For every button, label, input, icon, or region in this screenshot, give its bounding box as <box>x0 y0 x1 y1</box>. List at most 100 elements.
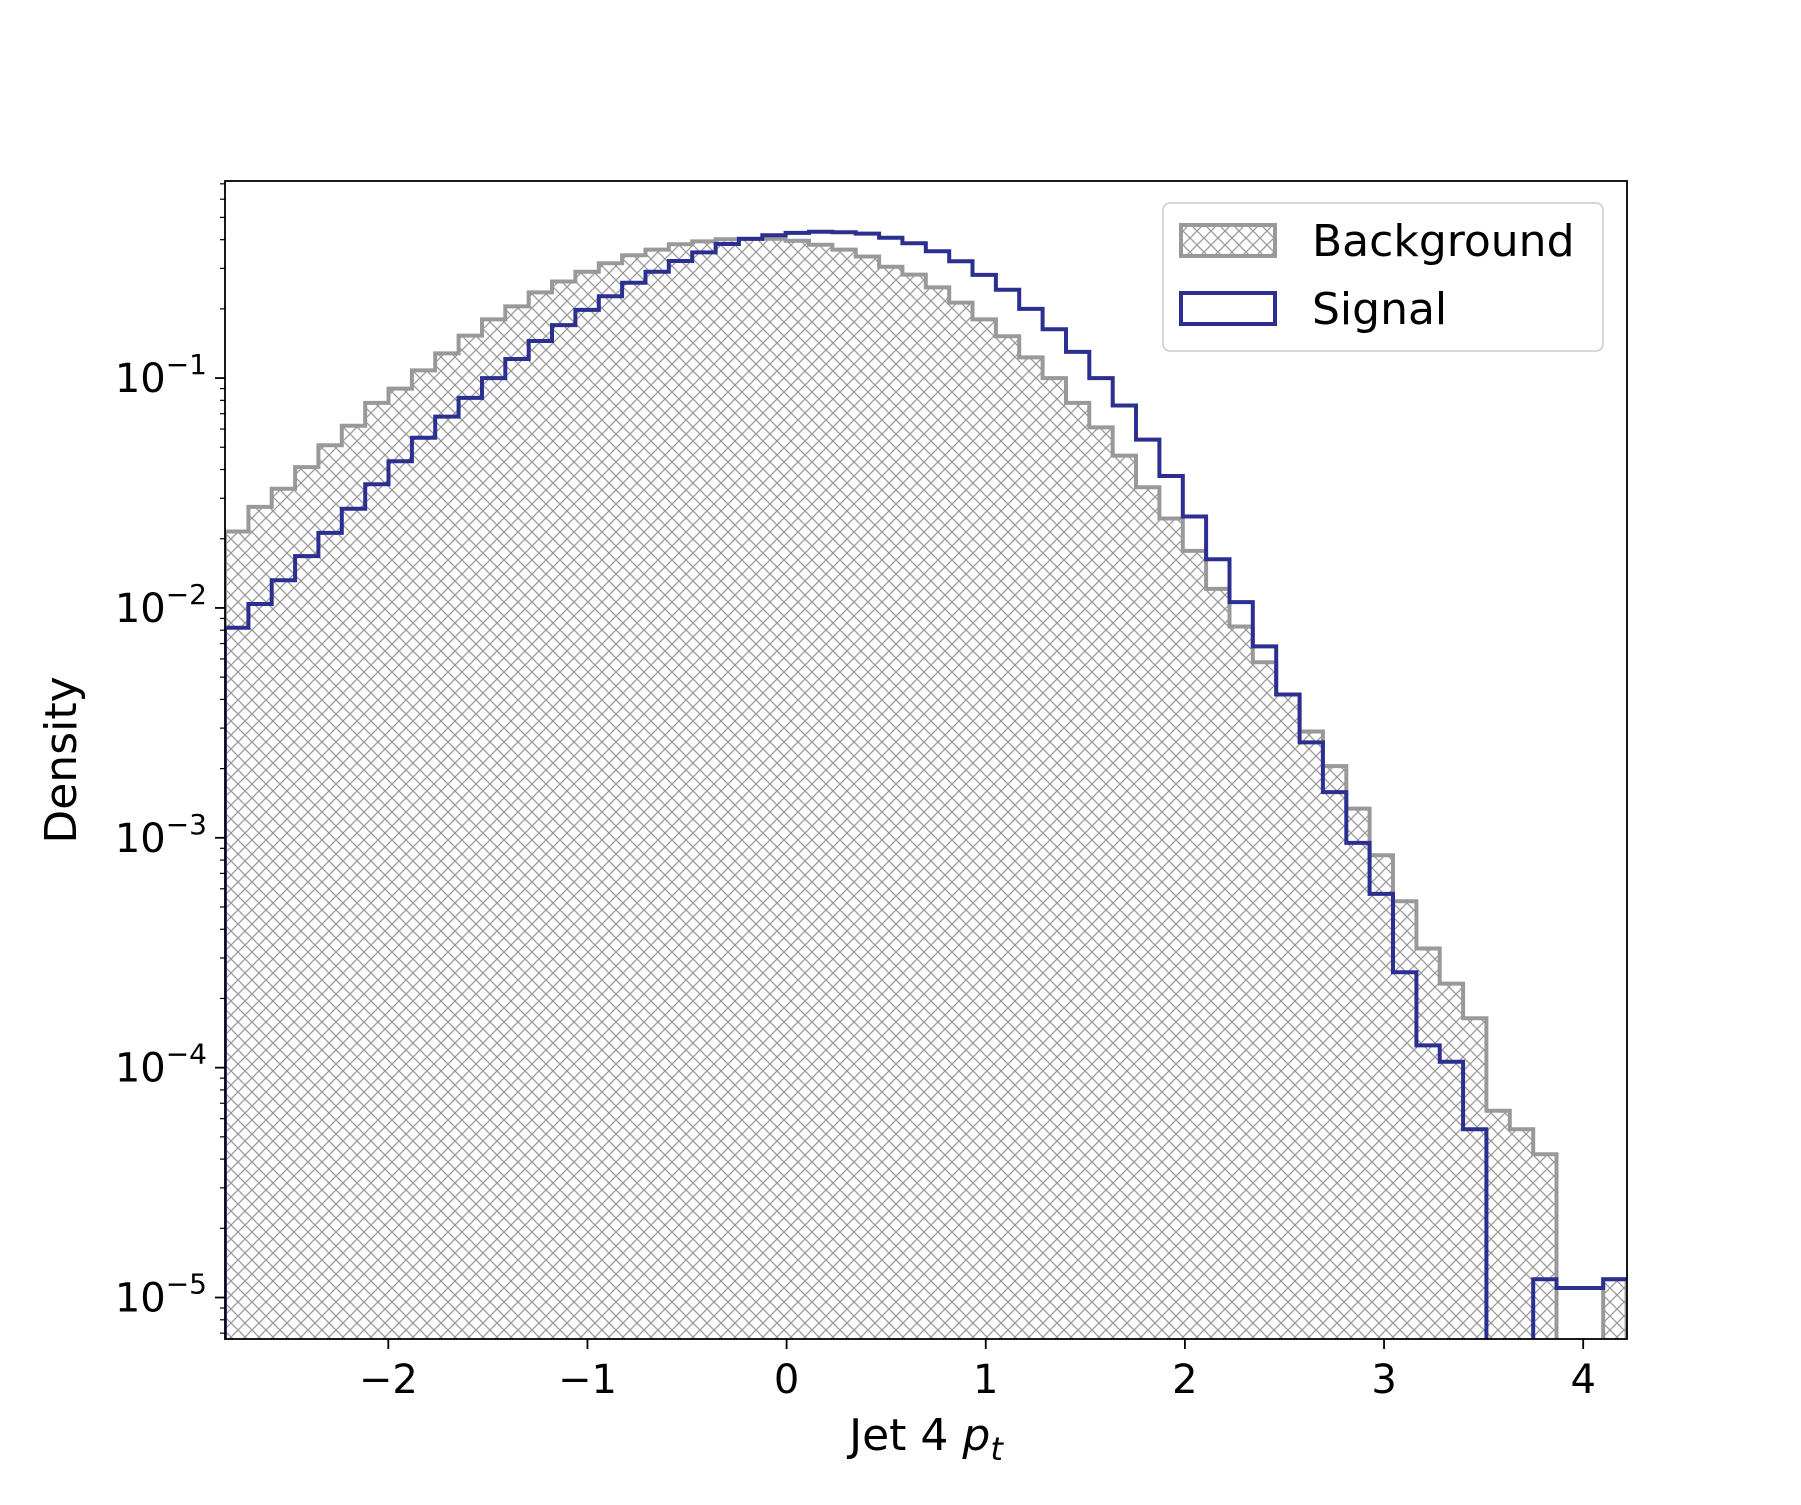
signal-bin <box>1557 1288 1580 1290</box>
signal-bin <box>575 310 598 312</box>
y-axis: 10−1 10−2 10−3 10−4 10−5 <box>115 183 225 1334</box>
x-tick-label: −2 <box>359 1357 418 1403</box>
background-bin <box>1253 662 1276 664</box>
background-bin <box>1043 378 1066 380</box>
background-bin <box>1089 427 1112 429</box>
signal-bin <box>1230 602 1253 604</box>
signal-bin <box>459 398 482 400</box>
signal-bin <box>272 580 295 582</box>
x-tick-label: 0 <box>774 1357 799 1403</box>
signal-bin <box>1346 843 1369 845</box>
background-bin <box>786 241 809 243</box>
background-bin <box>1300 732 1323 734</box>
background-bin <box>505 306 528 308</box>
x-tick-label: 2 <box>1172 1357 1197 1403</box>
signal-bin <box>1276 695 1299 697</box>
signal-bin <box>739 239 762 241</box>
legend: Background Signal <box>1162 202 1604 352</box>
signal-bin <box>1159 476 1182 478</box>
background-bin <box>225 532 248 534</box>
background-histogram <box>225 236 1627 1339</box>
x-tick-label: 3 <box>1371 1357 1396 1403</box>
signal-bin <box>1370 894 1393 896</box>
x-tick-label: 4 <box>1570 1357 1595 1403</box>
background-bin <box>552 282 575 284</box>
signal-bin <box>318 533 341 535</box>
background-bin <box>1206 589 1229 591</box>
signal-bin <box>646 272 669 274</box>
signal-bin <box>342 509 365 511</box>
signal-bin <box>1393 972 1416 974</box>
background-bin <box>1183 551 1206 553</box>
x-axis: −2 −1 0 1 2 3 4 <box>359 1339 1596 1403</box>
background-bin <box>1019 357 1042 359</box>
x-tick-label: −1 <box>558 1357 617 1403</box>
signal-bin <box>248 604 271 606</box>
background-bin <box>1533 1154 1556 1156</box>
signal-bin <box>225 628 248 630</box>
signal-bin <box>1416 1045 1439 1047</box>
signal-bin <box>949 261 972 263</box>
signal-bin <box>1463 1129 1486 1131</box>
background-bin <box>832 250 855 252</box>
signal-bin <box>622 283 645 285</box>
x-tick-label: 1 <box>973 1357 998 1403</box>
background-bin <box>1230 627 1253 629</box>
background-bin <box>1136 487 1159 489</box>
signal-bin <box>435 417 458 419</box>
background-bin <box>1416 949 1439 951</box>
signal-bin <box>1089 378 1112 380</box>
signal-bin <box>529 341 552 343</box>
signal-bin <box>552 325 575 327</box>
signal-bin <box>295 556 318 558</box>
signal-bin <box>669 261 692 263</box>
background-bin <box>1346 809 1369 811</box>
y-tick-label: 10−2 <box>115 578 207 632</box>
background-bin <box>902 275 925 277</box>
signal-bin <box>973 275 996 277</box>
signal-bin <box>762 235 785 237</box>
signal-bin <box>926 251 949 253</box>
background-bin <box>996 336 1019 338</box>
background-bin <box>1113 456 1136 458</box>
signal-bin <box>1440 1062 1463 1064</box>
signal-bin <box>832 232 855 234</box>
background-bin <box>809 245 832 247</box>
legend-label-signal: Signal <box>1312 284 1447 335</box>
signal-bin <box>879 238 902 240</box>
legend-swatch-signal <box>1179 291 1277 326</box>
signal-bin <box>482 378 505 380</box>
background-bin <box>1323 766 1346 768</box>
background-bin <box>973 319 996 321</box>
signal-bin <box>856 234 879 236</box>
signal-bin <box>1603 1279 1626 1281</box>
signal-bin <box>365 484 388 486</box>
background-bin <box>599 263 622 265</box>
signal-step-outline <box>225 229 1627 1339</box>
signal-bin <box>902 243 925 245</box>
signal-bin <box>1019 309 1042 311</box>
background-bin <box>248 507 271 509</box>
signal-bin <box>505 359 528 361</box>
background-bin <box>1066 403 1089 405</box>
signal-bin <box>1253 646 1276 648</box>
background-hatch-fill <box>1603 1279 1627 1339</box>
signal-bin <box>1043 329 1066 331</box>
background-bin <box>1440 984 1463 986</box>
y-tick-label: 10−1 <box>115 348 207 402</box>
background-bin <box>272 489 295 491</box>
y-axis-title: Density <box>36 676 87 843</box>
y-tick-label: 10−5 <box>115 1268 207 1322</box>
background-bin <box>856 257 879 259</box>
signal-histogram <box>225 229 1627 1339</box>
background-bin <box>1393 901 1416 903</box>
background-bin <box>669 244 692 246</box>
signal-bin <box>996 290 1019 292</box>
background-bin <box>575 272 598 274</box>
y-tick-label: 10−3 <box>115 808 207 862</box>
signal-bin <box>1533 1279 1556 1281</box>
signal-bin <box>389 461 412 463</box>
signal-bin <box>1136 440 1159 442</box>
